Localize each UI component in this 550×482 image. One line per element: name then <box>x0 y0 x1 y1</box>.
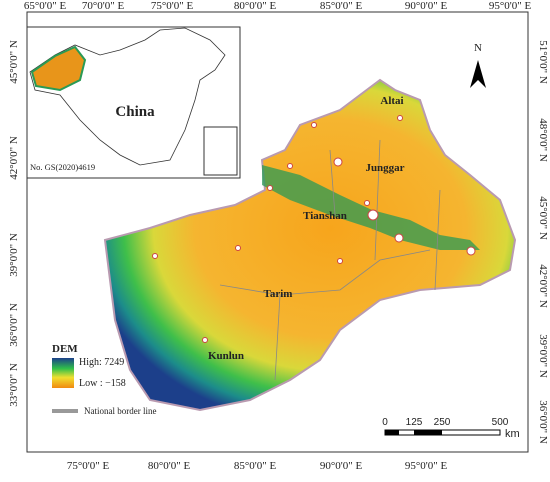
scale-label: 0 <box>382 417 388 428</box>
region-label: Tianshan <box>303 210 347 222</box>
scale-segment <box>385 430 399 435</box>
right-axis-label: 39°0'0" N <box>537 334 549 378</box>
legend-high: High: 7249 <box>79 357 124 368</box>
region-label: Altai <box>380 95 403 107</box>
region-label: Kunlun <box>208 350 244 362</box>
north-label: N <box>474 42 482 54</box>
region-label: Junggar <box>365 162 404 174</box>
scale-label: 250 <box>434 417 451 428</box>
south-sea-inset <box>203 126 238 176</box>
top-axis-label: 75°0'0" E <box>151 0 194 12</box>
top-axis-label: 85°0'0" E <box>320 0 363 12</box>
inset-xinjiang <box>30 45 87 92</box>
right-axis-label: 42°0'0" N <box>537 264 549 308</box>
top-axis-label: 95°0'0" E <box>489 0 532 12</box>
left-axis-label: 33°0'0" N <box>8 363 20 407</box>
bottom-axis-label: 90°0'0" E <box>320 460 363 472</box>
scale-unit: km <box>505 428 520 440</box>
right-axis-label: 45°0'0" N <box>537 196 549 240</box>
scale-label: 500 <box>492 417 509 428</box>
left-axis-label: 42°0'0" N <box>8 136 20 180</box>
top-axis-label: 70°0'0" E <box>82 0 125 12</box>
top-axis-label: 90°0'0" E <box>405 0 448 12</box>
region-label: Tarim <box>264 288 293 300</box>
legend-low: Low : −158 <box>79 378 126 389</box>
bottom-axis-label: 80°0'0" E <box>148 460 191 472</box>
left-axis-label: 36°0'0" N <box>8 303 20 347</box>
right-axis-label: 48°0'0" N <box>537 118 549 162</box>
bottom-axis-label: 75°0'0" E <box>67 460 110 472</box>
approval-number: No. GS(2020)4619 <box>30 162 95 172</box>
left-axis-label: 45°0'0" N <box>8 40 20 84</box>
scale-bar <box>384 429 501 436</box>
scale-segment <box>414 430 442 435</box>
right-axis-label: 36°0'0" N <box>537 400 549 444</box>
scale-label: 125 <box>406 417 423 428</box>
left-axis-label: 39°0'0" N <box>8 233 20 277</box>
tianshan-range <box>262 165 480 250</box>
bottom-axis-label: 95°0'0" E <box>405 460 448 472</box>
legend-title: DEM <box>52 343 78 355</box>
north-arrow <box>470 60 486 88</box>
legend-gradient <box>52 358 74 388</box>
city-markers <box>152 115 476 343</box>
bottom-axis-label: 85°0'0" E <box>234 460 277 472</box>
inset-label: China <box>115 104 155 120</box>
top-axis-label: 65°0'0" E <box>24 0 67 12</box>
right-axis-label: 51°0'0" N <box>537 40 549 84</box>
admin-boundaries <box>219 139 441 381</box>
top-axis-label: 80°0'0" E <box>234 0 277 12</box>
legend-border-label: National border line <box>84 406 156 416</box>
study-area <box>103 78 517 412</box>
